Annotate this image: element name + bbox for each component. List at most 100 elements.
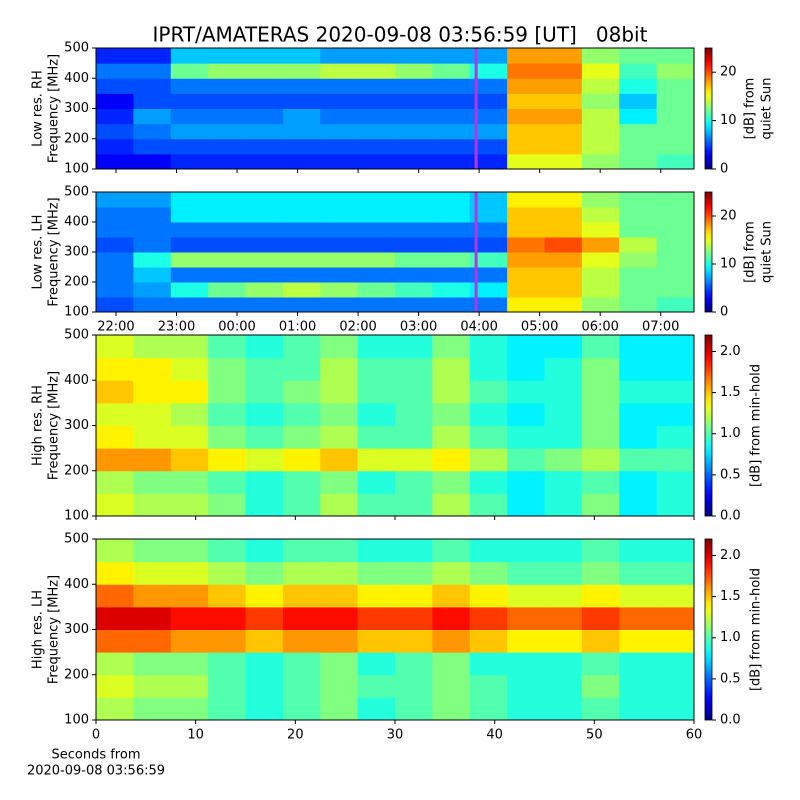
- heatmap-cell: [619, 108, 658, 125]
- x-axis-label: 2020-09-08 03:56:59: [27, 764, 165, 779]
- heatmap-cell: [656, 153, 695, 170]
- heatmap-cell: [544, 297, 583, 313]
- heatmap-cell: [170, 123, 209, 140]
- heatmap-cell: [245, 357, 284, 381]
- heatmap-cell: [656, 493, 695, 517]
- heatmap-cell: [282, 252, 321, 268]
- heatmap-cell: [581, 93, 620, 109]
- heatmap-cell: [133, 237, 172, 253]
- colorbar-label: quiet Sun: [760, 77, 775, 139]
- heatmap-cell: [357, 48, 396, 64]
- heatmap-cell: [245, 138, 284, 155]
- heatmap-cell: [96, 357, 134, 381]
- y-tick-label: 200: [64, 667, 89, 682]
- heatmap-cell: [170, 192, 209, 208]
- heatmap-cell: [357, 267, 396, 283]
- heatmap-cell: [507, 539, 545, 563]
- heatmap-cell: [357, 674, 396, 698]
- heatmap-cell: [320, 539, 359, 563]
- heatmap-cell: [581, 470, 620, 494]
- heatmap-cell: [432, 335, 471, 359]
- y-tick-label: 200: [64, 131, 89, 146]
- heatmap-cell: [357, 357, 396, 381]
- heatmap-cell: [96, 335, 134, 359]
- heatmap-cell: [96, 470, 134, 494]
- heatmap-cell: [395, 493, 433, 517]
- heatmap-cell: [170, 63, 209, 79]
- heatmap-cell: [133, 138, 172, 155]
- heatmap-cell: [133, 207, 172, 223]
- heatmap-cell: [544, 207, 583, 223]
- heatmap-cell: [469, 48, 508, 64]
- heatmap-cell: [282, 584, 321, 608]
- heatmap-cell: [656, 357, 695, 381]
- heatmap-cell: [656, 138, 695, 155]
- x-tick-label: 22:00: [97, 320, 134, 335]
- heatmap-cell: [619, 222, 658, 238]
- heatmap-cell: [507, 237, 545, 253]
- heatmap-cell: [170, 267, 209, 283]
- heatmap-cell: [395, 697, 433, 721]
- heatmap-cell: [432, 697, 471, 721]
- heatmap-cell: [96, 252, 134, 268]
- heatmap-cell: [133, 63, 172, 79]
- heatmap-cell: [581, 697, 620, 721]
- heatmap-cell: [581, 584, 620, 608]
- heatmap-cell: [507, 282, 545, 298]
- y-tick-label: 500: [64, 532, 89, 547]
- heatmap-cell: [581, 448, 620, 472]
- heatmap-cell: [581, 237, 620, 253]
- heatmap-cell: [507, 108, 545, 125]
- heatmap-cell: [245, 93, 284, 109]
- heatmap-cell: [656, 63, 695, 79]
- heatmap-cell: [395, 93, 433, 109]
- heatmap-cell: [320, 282, 359, 298]
- x-tick-label: 23:00: [158, 320, 195, 335]
- heatmap-cell: [581, 192, 620, 208]
- heatmap-cell: [469, 425, 508, 449]
- heatmap-cell: [282, 493, 321, 517]
- heatmap-cell: [133, 48, 172, 64]
- heatmap-cell: [133, 357, 172, 381]
- heatmap-cell: [395, 297, 433, 313]
- colorbar-tick-label: 0: [720, 305, 728, 320]
- heatmap-cell: [245, 153, 284, 170]
- heatmap-cell: [395, 267, 433, 283]
- heatmap-cell: [507, 252, 545, 268]
- heatmap-cell: [208, 539, 246, 563]
- heatmap-cell: [208, 561, 246, 585]
- heatmap-cell: [170, 539, 209, 563]
- heatmap-cell: [581, 357, 620, 381]
- heatmap-cell: [320, 402, 359, 426]
- heatmap-cell: [133, 335, 172, 359]
- heatmap-cell: [208, 93, 246, 109]
- heatmap-cell: [208, 108, 246, 125]
- heatmap-cell: [357, 93, 396, 109]
- heatmap-cell: [245, 697, 284, 721]
- heatmap-cell: [544, 402, 583, 426]
- heatmap-cell: [432, 470, 471, 494]
- heatmap-cell: [469, 357, 508, 381]
- heatmap-cell: [395, 357, 433, 381]
- heatmap-cell: [133, 561, 172, 585]
- heatmap-cell: [357, 539, 396, 563]
- heatmap-cell: [656, 222, 695, 238]
- x-tick-label: 02:00: [339, 320, 376, 335]
- heatmap-cell: [656, 297, 695, 313]
- heatmap-cell: [432, 380, 471, 404]
- heatmap-cell: [395, 138, 433, 155]
- heatmap-cell: [357, 78, 396, 94]
- x-tick-label: 50: [586, 728, 603, 743]
- heatmap-cell: [208, 282, 246, 298]
- heatmap-cell: [395, 192, 433, 208]
- heatmap-cell: [320, 335, 359, 359]
- heatmap-cell: [432, 539, 471, 563]
- heatmap-cell: [619, 252, 658, 268]
- heatmap-cell: [282, 192, 321, 208]
- heatmap-cell: [96, 606, 134, 630]
- heatmap-cell: [432, 561, 471, 585]
- y-tick-label: 400: [64, 215, 89, 230]
- heatmap-cell: [357, 425, 396, 449]
- heatmap-cell: [507, 674, 545, 698]
